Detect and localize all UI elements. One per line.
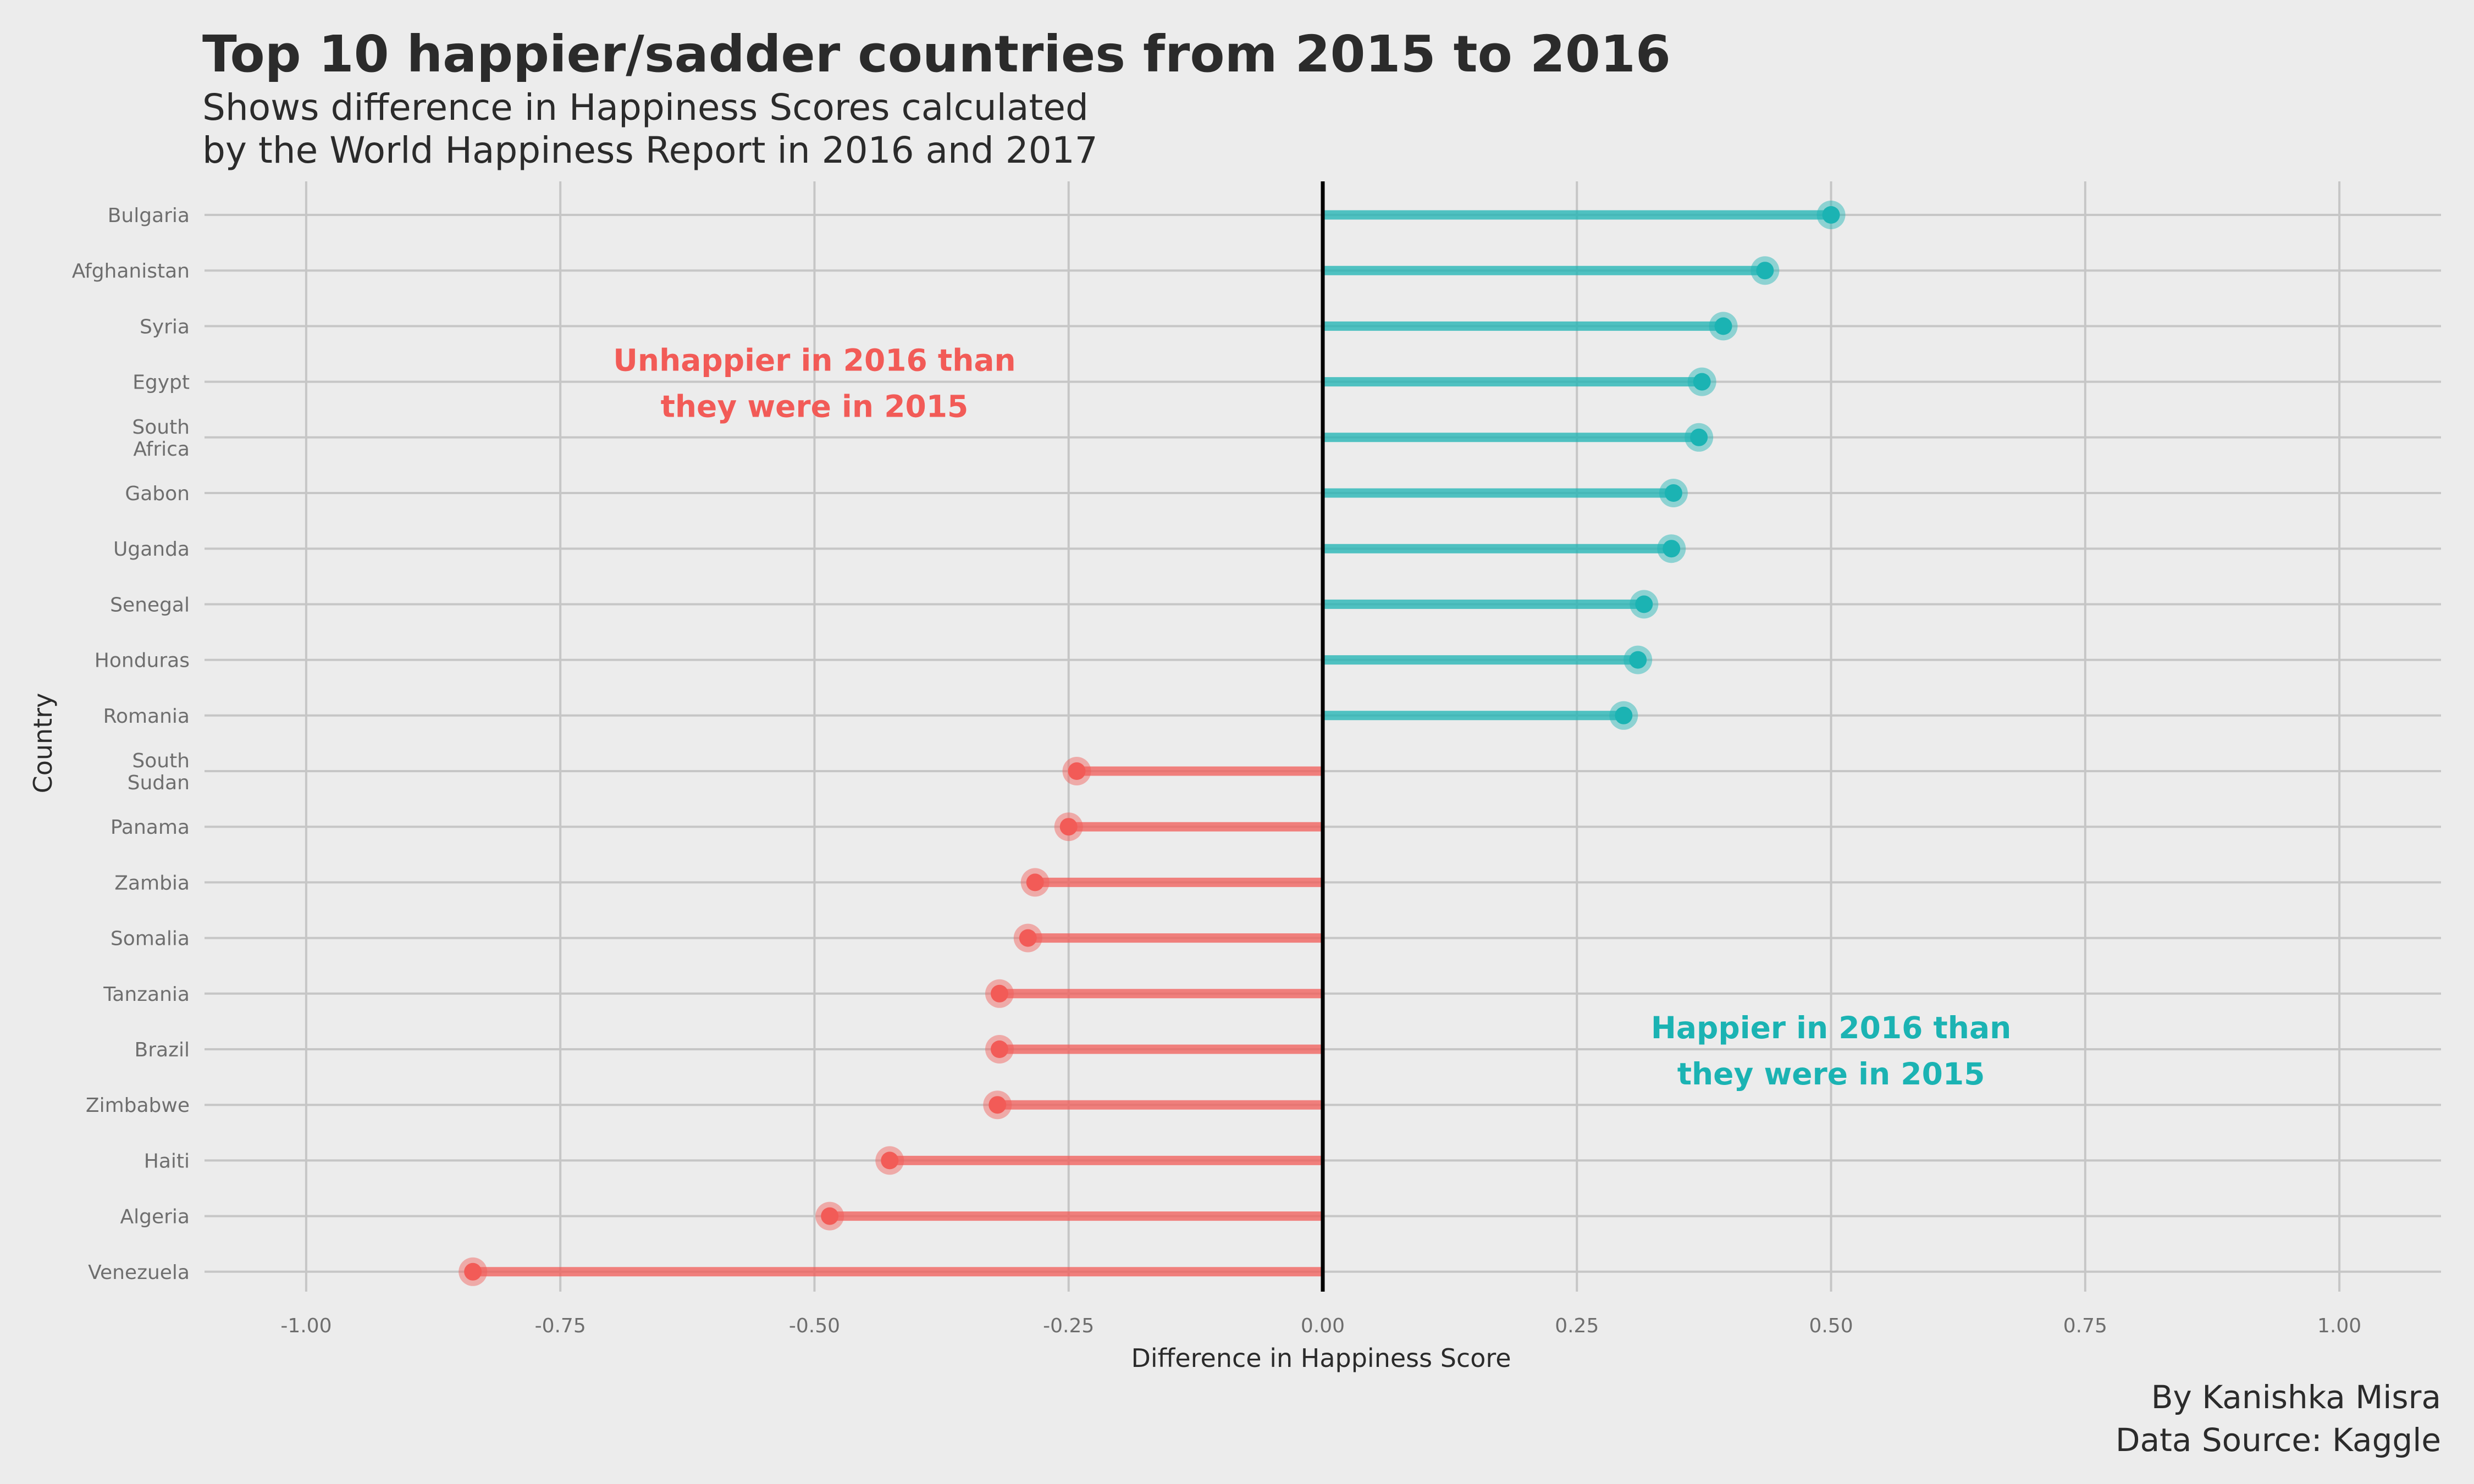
chart-subtitle: by the World Happiness Report in 2016 an… bbox=[202, 129, 1098, 171]
y-tick-label: Zambia bbox=[114, 872, 190, 894]
x-axis-title: Difference in Happiness Score bbox=[1131, 1343, 1511, 1373]
x-tick-label: -0.50 bbox=[789, 1315, 840, 1337]
y-tick-label: Romania bbox=[103, 705, 190, 728]
lollipop-point bbox=[990, 984, 1008, 1003]
y-tick-label: Tanzania bbox=[103, 983, 190, 1006]
y-tick-label: Uganda bbox=[113, 538, 190, 561]
y-tick-label: Venezuela bbox=[88, 1261, 190, 1284]
lollipop-point bbox=[1690, 428, 1708, 446]
x-tick-label: 0.50 bbox=[1809, 1315, 1853, 1337]
y-tick-label: Africa bbox=[133, 438, 190, 461]
lollipop-point bbox=[1822, 206, 1840, 224]
lollipop-point bbox=[1756, 262, 1774, 280]
y-tick-label: Bulgaria bbox=[108, 204, 190, 227]
lollipop-point bbox=[1615, 706, 1633, 724]
lollipop-point bbox=[1026, 873, 1044, 891]
x-tick-label: -0.25 bbox=[1043, 1315, 1094, 1337]
y-tick-label: Somalia bbox=[111, 928, 190, 950]
annotation-text: Happier in 2016 than bbox=[1651, 1010, 2011, 1045]
lollipop-point bbox=[989, 1096, 1007, 1114]
caption-text: Data Source: Kaggle bbox=[2116, 1421, 2441, 1459]
x-tick-label: -1.00 bbox=[280, 1315, 332, 1337]
lollipop-point bbox=[881, 1151, 899, 1170]
y-tick-label: Honduras bbox=[95, 650, 190, 672]
x-tick-label: 1.00 bbox=[2317, 1315, 2361, 1337]
y-tick-label: Zimbabwe bbox=[86, 1094, 190, 1117]
y-tick-label: Gabon bbox=[125, 483, 190, 505]
lollipop-point bbox=[1664, 484, 1682, 502]
lollipop-point bbox=[1714, 317, 1732, 335]
y-tick-label: Senegal bbox=[110, 594, 190, 616]
y-tick-label: Sudan bbox=[128, 772, 190, 794]
lollipop-point bbox=[1059, 818, 1078, 836]
annotation-text: they were in 2015 bbox=[661, 389, 969, 424]
x-tick-label: 0.00 bbox=[1301, 1315, 1345, 1337]
x-tick-label: -0.75 bbox=[535, 1315, 586, 1337]
chart-title: Top 10 happier/sadder countries from 201… bbox=[202, 25, 1671, 84]
chart-subtitle: Shows difference in Happiness Scores cal… bbox=[202, 86, 1089, 129]
lollipop-point bbox=[1629, 651, 1647, 669]
x-tick-label: 0.75 bbox=[2063, 1315, 2107, 1337]
y-tick-label: Afghanistan bbox=[72, 260, 190, 283]
lollipop-point bbox=[990, 1040, 1008, 1058]
y-tick-label: South bbox=[132, 750, 190, 772]
lollipop-point bbox=[464, 1262, 482, 1281]
y-tick-label: South bbox=[132, 416, 190, 439]
annotation-text: they were in 2015 bbox=[1677, 1056, 1985, 1092]
lollipop-point bbox=[1019, 929, 1037, 947]
caption-text: By Kanishka Misra bbox=[2151, 1378, 2441, 1416]
annotation-text: Unhappier in 2016 than bbox=[613, 342, 1015, 378]
y-tick-label: Brazil bbox=[135, 1039, 190, 1061]
x-tick-label: 0.25 bbox=[1555, 1315, 1599, 1337]
lollipop-point bbox=[821, 1207, 839, 1225]
lollipop-point bbox=[1663, 540, 1681, 558]
lollipop-point bbox=[1693, 373, 1711, 391]
y-tick-label: Algeria bbox=[120, 1206, 190, 1228]
chart-text: -1.00 -0.75 -0.50 -0.25 0.00 0.25 0.50 0.75 1.00… bbox=[28, 25, 2441, 1459]
lollipop-point bbox=[1635, 595, 1653, 613]
y-tick-label: Egypt bbox=[132, 372, 190, 394]
lollipop-point bbox=[1068, 762, 1086, 780]
lollipop-marks bbox=[459, 181, 1846, 1292]
y-axis-title: Country bbox=[28, 693, 58, 794]
y-tick-label: Panama bbox=[111, 816, 190, 839]
y-tick-label: Haiti bbox=[144, 1150, 190, 1172]
y-tick-label: Syria bbox=[140, 315, 190, 338]
